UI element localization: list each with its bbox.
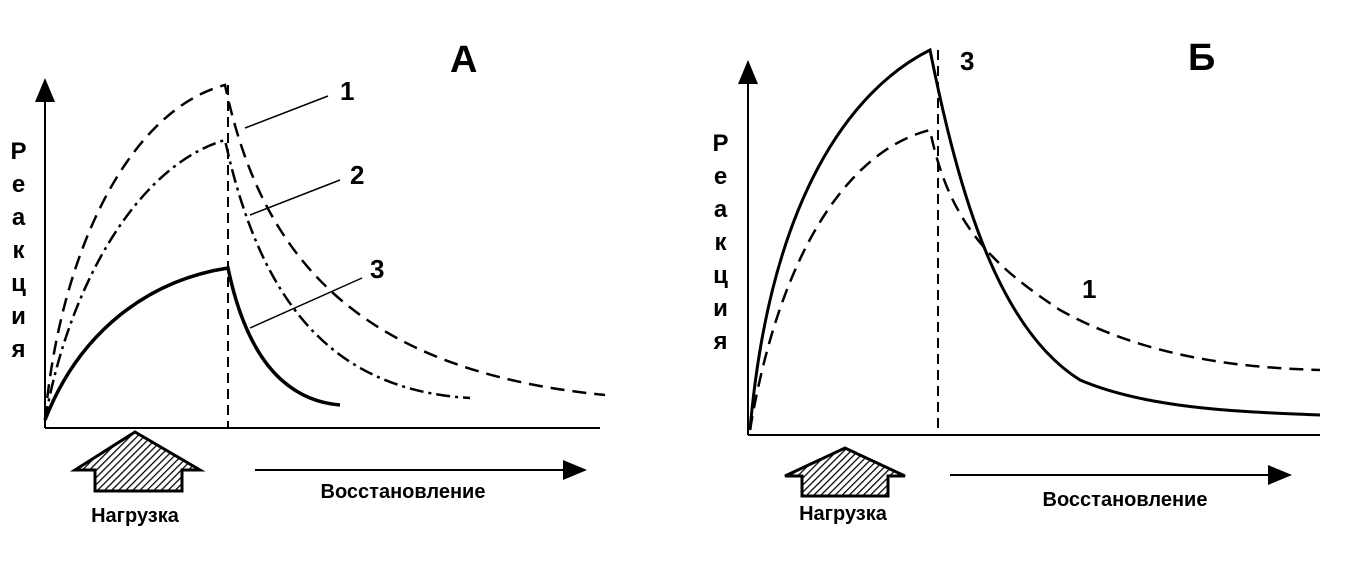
curve-label: 3 — [370, 254, 384, 284]
curve-2 — [43, 138, 471, 421]
leader — [244, 95, 329, 129]
panel-b: 3 1 Б Нагрузка Восстановление — [738, 37, 1321, 525]
y-axis-label: Реакция — [707, 130, 734, 361]
recovery-label: Восстановление — [321, 481, 486, 503]
y-axis-label: Реакция — [5, 138, 32, 369]
panel-label: Б — [1188, 37, 1215, 79]
load-arrow — [69, 430, 206, 493]
panel-a: 1 2 3 А Нагрузка Восстановление — [35, 39, 606, 527]
curve-label: 1 — [340, 76, 354, 106]
leader — [249, 179, 341, 216]
curve-3 — [748, 47, 1321, 431]
curve-label: 2 — [350, 160, 364, 190]
curve-1 — [43, 83, 606, 421]
curve-label: 1 — [1082, 274, 1096, 304]
load-label: Нагрузка — [799, 503, 888, 525]
curve-3 — [43, 266, 341, 421]
panel-label: А — [450, 39, 477, 81]
curve-1 — [748, 128, 1321, 431]
leader — [249, 277, 363, 329]
load-arrow — [784, 446, 906, 498]
curve-label: 3 — [960, 46, 974, 76]
load-label: Нагрузка — [91, 505, 180, 527]
recovery-label: Восстановление — [1043, 489, 1208, 511]
